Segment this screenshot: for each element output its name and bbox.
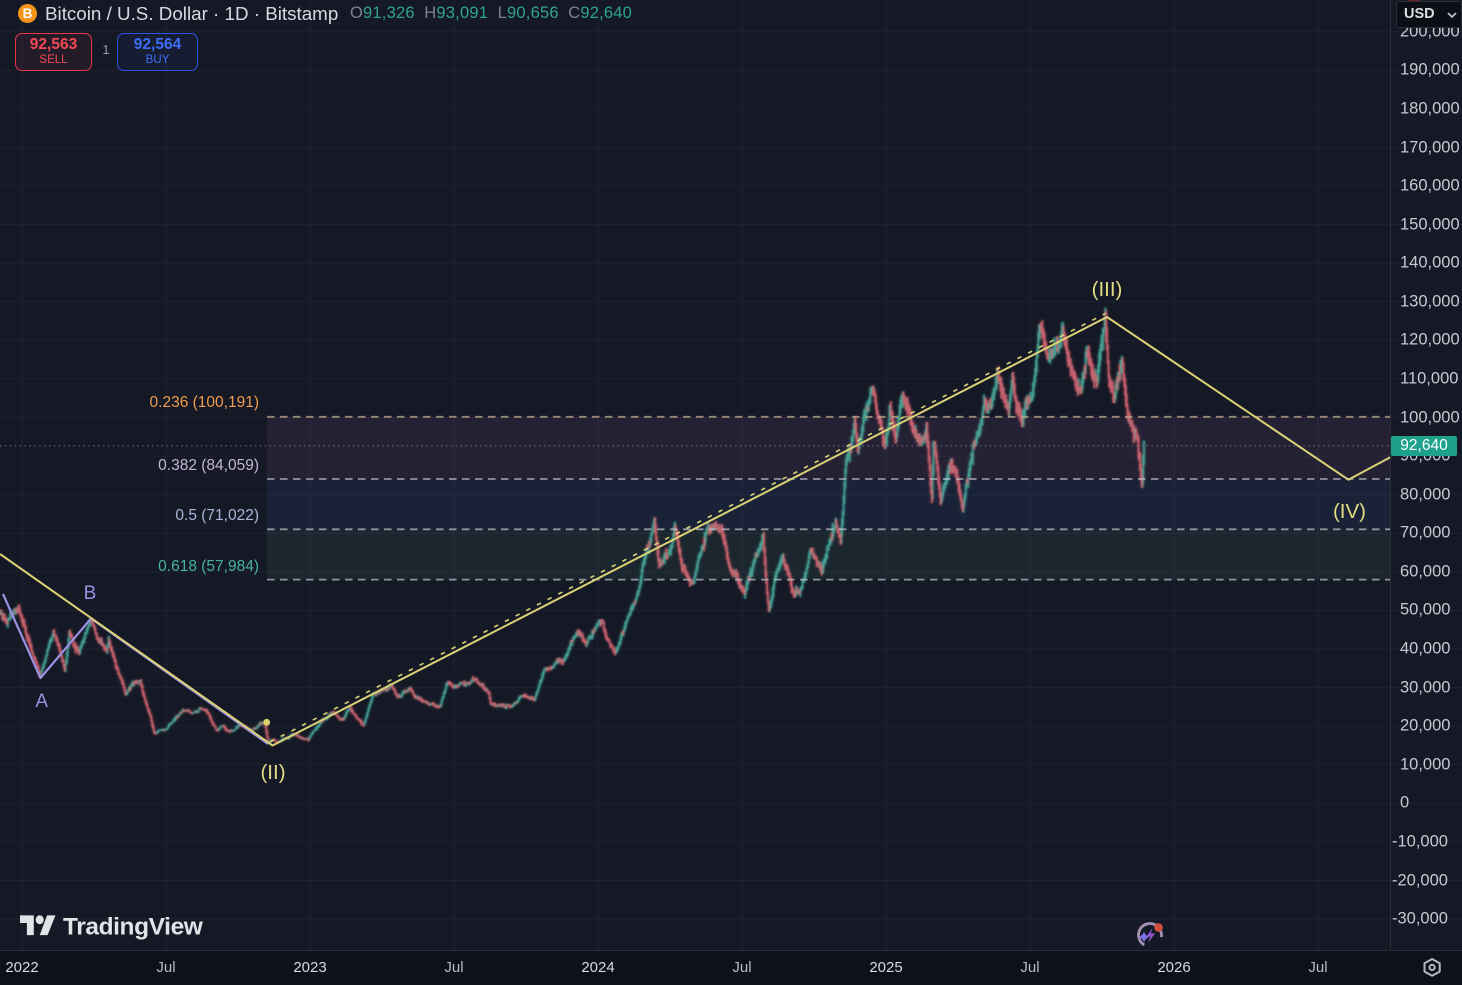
svg-text:TradingView: TradingView (63, 913, 204, 940)
